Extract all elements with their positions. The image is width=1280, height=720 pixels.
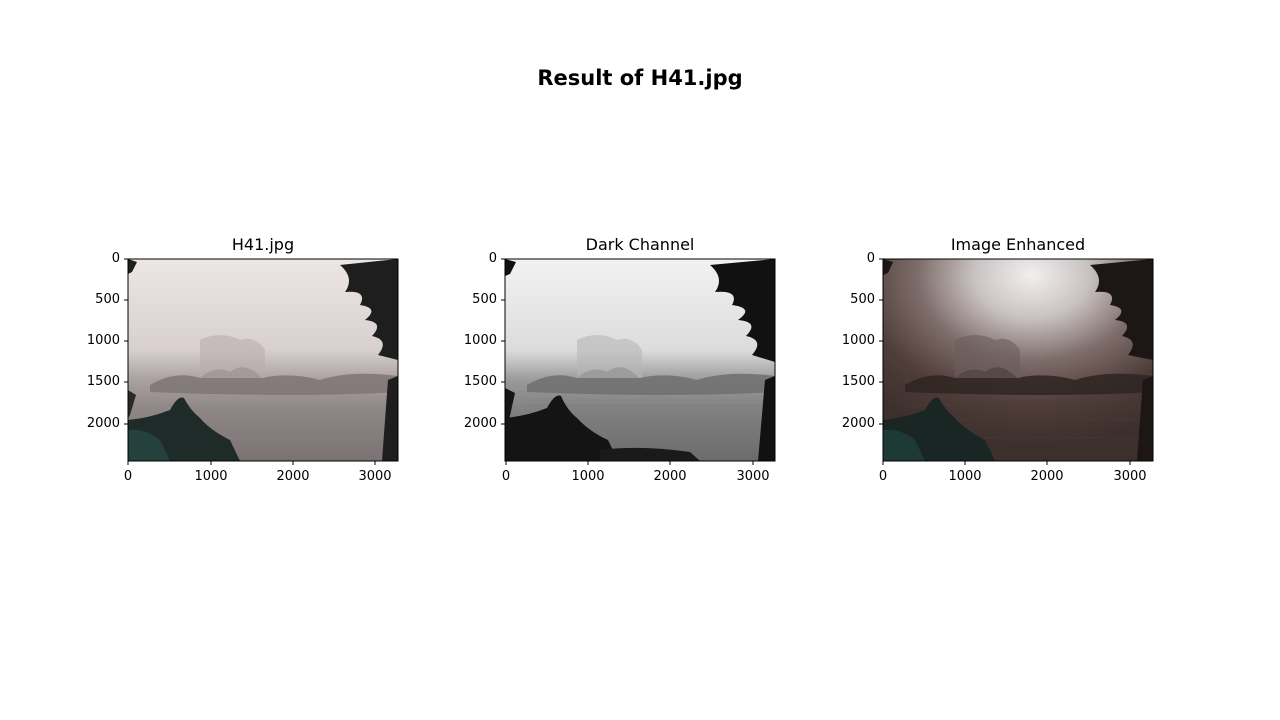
tick-marks [124, 258, 1131, 465]
image-original [128, 259, 398, 461]
axes-frame [127, 258, 399, 462]
axes-frame [504, 258, 776, 462]
figure-title: Result of H41.jpg [537, 66, 743, 90]
image-dark-channel [505, 259, 775, 461]
axes-frame [882, 258, 1154, 462]
image-enhanced [883, 259, 1153, 461]
